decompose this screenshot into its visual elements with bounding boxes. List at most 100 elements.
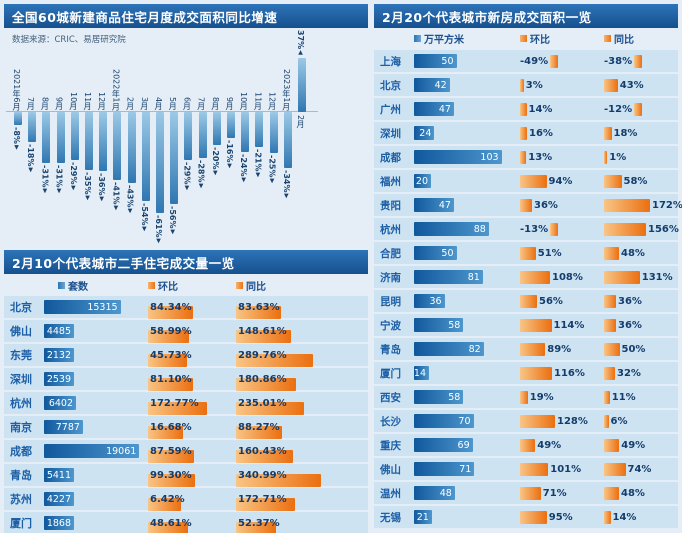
area-bar: 70 [414, 414, 474, 428]
x-axis-label: 2月 [125, 96, 135, 110]
pct-bar [148, 378, 193, 391]
units-cell: 5411 [44, 468, 148, 482]
pct-value: 116% [554, 367, 585, 379]
pct-bar [604, 294, 616, 308]
pct-value: 51% [537, 247, 562, 259]
orange-legend-icon [148, 281, 155, 289]
bar-value-label: -41%▼ [111, 181, 121, 212]
pct-bar [520, 126, 527, 140]
table-row: 福州 20 94% 58% [374, 170, 678, 192]
column-header-label: 同比 [614, 34, 634, 46]
pct-value: 131% [641, 271, 673, 283]
orange-legend-icon [520, 34, 527, 42]
chart-bar [255, 112, 264, 147]
mom-cell: 16.68% [148, 422, 236, 439]
area-bar: 50 [414, 246, 457, 260]
bar-value-label: -54%▼ [139, 203, 149, 233]
pct-bar [148, 450, 194, 463]
units-cell: 2132 [44, 348, 148, 362]
column-header-area: 万平方米 [414, 31, 520, 46]
area-bar: 58 [414, 318, 464, 332]
pct-value: 6% [610, 415, 628, 427]
area-value: 14 [413, 367, 426, 379]
pct-bar [520, 198, 532, 212]
left-table-rows: 北京 15315 84.34% 83.63% 佛山 4485 58.99% 148.61% 东莞… [4, 296, 368, 533]
units-cell: 1868 [44, 516, 148, 530]
area-bar: 20 [414, 174, 431, 188]
area-value: 58 [448, 391, 461, 403]
bar-value-label: -31%▼ [40, 165, 50, 195]
area-cell: 50 [414, 246, 520, 260]
mom-cell: -49% [520, 54, 604, 68]
table-row: 北京 42 3% 43% [374, 74, 678, 96]
yoy-cell: 52.37% [236, 518, 368, 533]
area-value: 82 [468, 343, 481, 355]
pct-bar [604, 174, 622, 188]
down-arrow-icon: ▼ [140, 225, 148, 233]
units-cell: 15315 [44, 300, 148, 314]
bar-value-label: -35%▼ [83, 171, 92, 202]
pct-value: 50% [621, 343, 646, 355]
bar-value-label: -36%▼ [97, 173, 107, 203]
column-header-mom: 环比 [148, 278, 236, 293]
pct-bar [634, 54, 643, 68]
pct-bar [604, 438, 620, 452]
city-name: 苏州 [10, 493, 32, 506]
chart-bar [42, 112, 51, 164]
yoy-cell: 48% [604, 486, 678, 500]
chart-bar [198, 112, 207, 159]
area-cell: 24 [414, 126, 520, 140]
yoy-cell: 83.63% [236, 302, 368, 319]
pct-value: 99.30% [150, 469, 192, 481]
down-arrow-icon: ▼ [13, 144, 20, 152]
pct-bar [634, 102, 643, 116]
area-cell: 21 [414, 510, 520, 524]
pct-value: 36% [534, 199, 558, 211]
city-name: 贵阳 [380, 199, 401, 212]
units-cell: 19061 [44, 444, 148, 458]
yoy-cell: 18% [604, 126, 678, 140]
pct-bar [236, 522, 277, 533]
area-bar: 47 [414, 198, 454, 212]
pct-bar [236, 354, 313, 367]
table-row: 广州 47 14% -12% [374, 98, 678, 120]
pct-value: 88.27% [238, 421, 280, 433]
pct-value: 87.59% [150, 445, 192, 457]
area-value: 47 [438, 103, 451, 115]
pct-bar [604, 150, 608, 164]
bar-value-label: -18%▼ [26, 143, 36, 174]
bar-value-label: -16%▼ [225, 140, 234, 170]
column-header-yoy: 同比 [236, 278, 368, 293]
pct-value: 49% [621, 439, 646, 451]
pct-value: 48.61% [150, 517, 192, 529]
area-cell: 58 [414, 318, 520, 332]
pct-bar [236, 450, 293, 463]
chart-panel-title: 全国60城新建商品住宅月度成交面积同比增速 [4, 4, 368, 28]
pct-bar [520, 102, 527, 116]
units-bar: 4485 [44, 324, 74, 338]
chart-bar [70, 112, 79, 160]
area-bar: 24 [414, 126, 435, 140]
x-axis-label: 8月 [210, 96, 220, 110]
city-name: 北京 [380, 79, 401, 92]
pct-bar [236, 474, 321, 487]
chart-bar [269, 112, 278, 154]
pct-value: 14% [528, 103, 553, 115]
area-value: 69 [457, 439, 470, 451]
mom-cell: 6.42% [148, 494, 236, 511]
pct-value: 58% [623, 175, 648, 187]
area-cell: 70 [414, 414, 520, 428]
bar-value-label: -43%▼ [125, 184, 135, 215]
column-header-mom: 环比 [520, 31, 604, 46]
pct-bar [520, 294, 537, 308]
pct-bar [520, 486, 541, 500]
yoy-cell: 289.76% [236, 350, 368, 367]
right-table-column-headers: 万平方米 环比 同比 [374, 28, 678, 48]
area-value: 21 [416, 511, 429, 523]
table-row: 佛山 4485 58.99% 148.61% [4, 320, 368, 343]
yoy-cell: 14% [604, 510, 678, 524]
city-name: 福州 [380, 175, 401, 188]
yoy-cell: 180.86% [236, 374, 368, 391]
x-axis-label: 10月 [68, 91, 78, 110]
units-value: 7787 [55, 421, 80, 433]
